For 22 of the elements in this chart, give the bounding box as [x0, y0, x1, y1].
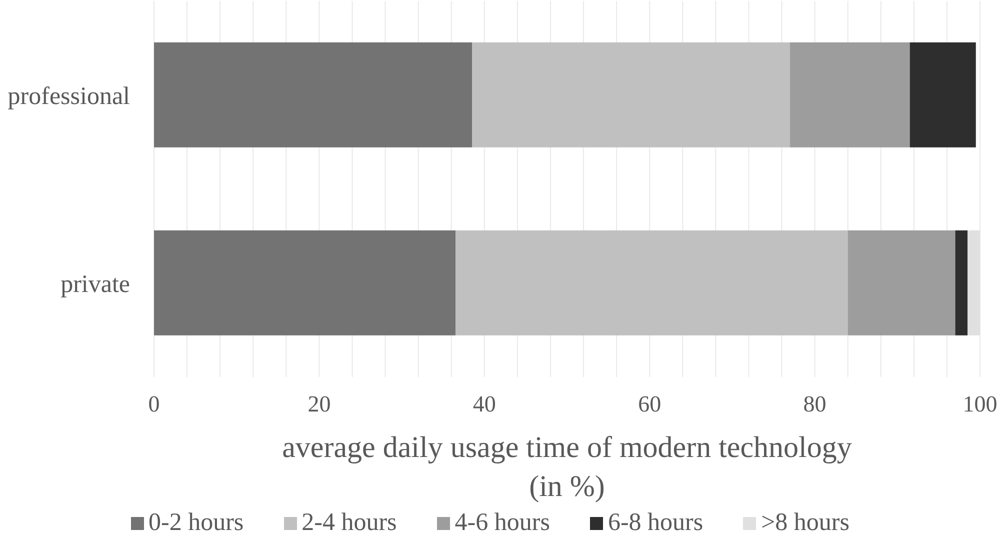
bar [154, 42, 472, 148]
bar [910, 42, 976, 148]
x-tick-label: 0 [148, 391, 160, 416]
x-tick-label: 60 [638, 391, 662, 416]
legend-label: 4-6 hours [454, 509, 550, 537]
bar [472, 42, 790, 148]
bar [790, 42, 910, 148]
y-tick-label: professional [8, 82, 130, 110]
x-tick-label: 20 [308, 391, 331, 416]
x-tick-label: 40 [472, 391, 496, 416]
legend-label: >8 hours [761, 509, 850, 537]
x-tick-label: 80 [803, 391, 826, 416]
bar [955, 230, 968, 336]
bar [154, 230, 456, 336]
x-axis-title: average daily usage time of modern technology (in %) [282, 431, 852, 503]
legend-label: 2-4 hours [302, 509, 397, 537]
legend-label: 0-2 hours [148, 509, 244, 537]
legend-label: 6-8 hours [608, 509, 704, 537]
x-tick-label: 100 [962, 391, 998, 416]
y-tick-label: private [60, 270, 130, 298]
bar [455, 230, 848, 336]
bar [848, 230, 956, 336]
